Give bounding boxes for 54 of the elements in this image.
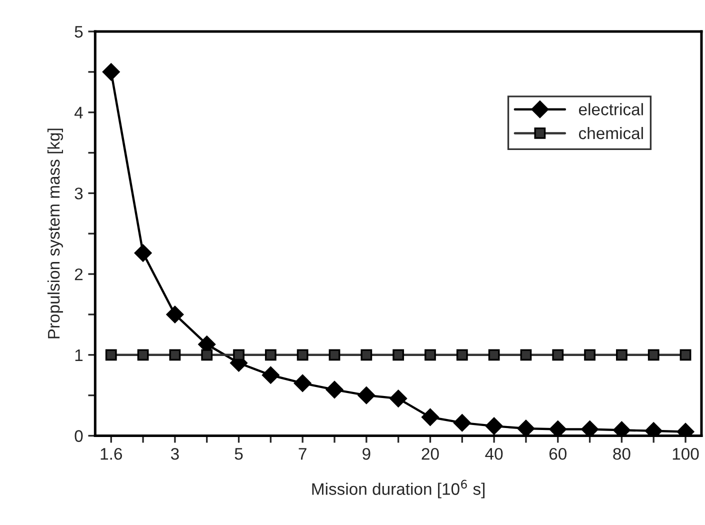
point	[581, 420, 598, 436]
legend-label: chemical	[578, 126, 643, 140]
point	[360, 349, 372, 361]
point	[264, 349, 276, 361]
point	[102, 63, 120, 81]
point	[390, 390, 408, 408]
point	[517, 420, 535, 436]
x-tick-label: 5	[234, 448, 243, 460]
point	[137, 349, 149, 361]
point	[424, 349, 436, 361]
point	[584, 349, 596, 361]
y-tick-label: 2	[74, 268, 83, 280]
x-tick-label: 20	[422, 448, 439, 460]
x-tick-label: 1.6	[100, 448, 122, 460]
x-tick-label: 3	[170, 448, 179, 460]
point	[549, 420, 567, 436]
x-axis-title: Mission duration [10$^{6}$ s]	[312, 480, 485, 498]
point	[134, 244, 152, 262]
y-tick-label: 5	[74, 26, 83, 38]
y-tick-label: 4	[74, 106, 83, 118]
point	[233, 349, 244, 361]
point	[166, 306, 184, 324]
point	[262, 366, 280, 384]
y-tick-label: 0	[74, 430, 83, 442]
point	[105, 349, 117, 361]
x-tick-label: 100	[672, 448, 699, 460]
point	[456, 349, 468, 361]
point	[680, 349, 692, 361]
point	[648, 349, 660, 361]
y-tick-label: 1	[75, 349, 83, 361]
point	[294, 374, 312, 392]
point	[296, 349, 308, 361]
x-tick-label: 40	[485, 448, 503, 460]
x-tick-label: 60	[549, 448, 566, 460]
point	[328, 349, 340, 361]
legend-label: electrical	[578, 103, 643, 116]
point	[201, 349, 213, 361]
y-tick-label: 3	[74, 188, 83, 200]
point	[552, 349, 564, 361]
point	[520, 349, 532, 361]
point	[392, 349, 404, 361]
point	[422, 408, 439, 426]
point	[613, 421, 630, 436]
point	[488, 349, 500, 361]
y-axis-title: Propulsion system mass [kg]	[47, 128, 63, 338]
point	[326, 380, 344, 398]
x-tick-label: 9	[362, 448, 370, 460]
point	[358, 386, 376, 404]
x-tick-label: 7	[298, 448, 306, 460]
x-tick-label: 80	[613, 448, 630, 460]
point	[616, 349, 628, 361]
point	[453, 414, 471, 432]
point	[485, 417, 503, 435]
point	[169, 349, 181, 361]
